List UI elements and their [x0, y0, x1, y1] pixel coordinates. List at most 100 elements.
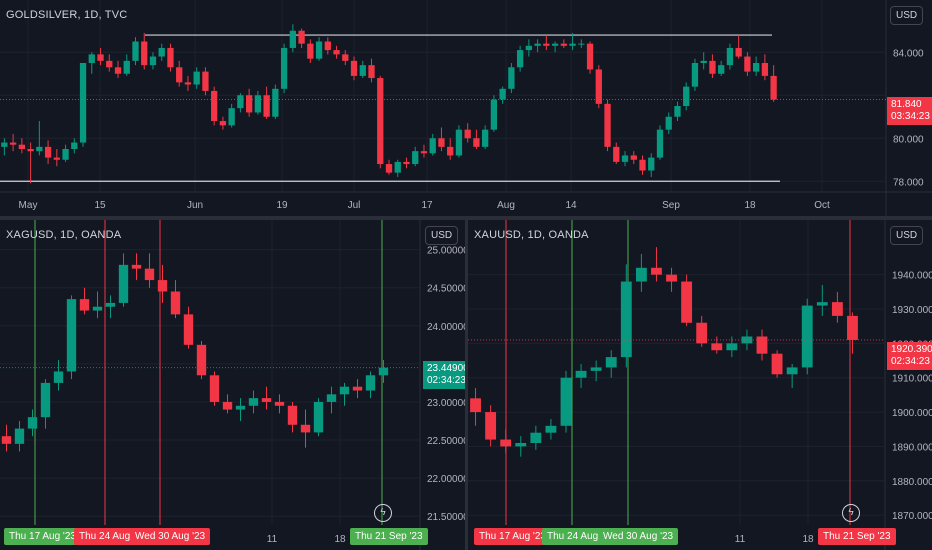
y-tick-label: 80.000 — [893, 134, 924, 145]
candle — [771, 353, 783, 375]
candle — [263, 95, 270, 117]
candle — [79, 63, 87, 143]
candle — [88, 54, 95, 63]
xagusd-plot[interactable]: 25.0000024.5000024.0000023.5000023.00000… — [0, 220, 465, 550]
candle — [711, 343, 723, 351]
x-tick-label: 17 — [421, 200, 433, 211]
pane-divider-vertical[interactable] — [465, 220, 468, 550]
candle — [280, 47, 288, 89]
candle — [770, 75, 777, 100]
candle — [412, 151, 419, 165]
xauusd-chart[interactable]: 1940.0001930.0001920.0001910.0001900.000… — [468, 220, 932, 550]
candle — [118, 264, 129, 303]
last-price-tag: 1920.390 02:34:23 — [887, 342, 932, 370]
x-tick-label: 19 — [276, 200, 288, 211]
candle — [831, 302, 843, 316]
candle — [170, 291, 181, 315]
candle — [53, 371, 64, 383]
candle — [298, 30, 305, 44]
candle — [569, 43, 576, 46]
candle — [92, 306, 103, 311]
candle — [245, 95, 253, 113]
candle — [209, 375, 220, 402]
candle — [44, 146, 52, 158]
candle — [696, 322, 708, 344]
candle — [801, 305, 813, 368]
candle — [683, 86, 690, 106]
y-tick-label: 1910.000 — [892, 374, 932, 385]
candle — [365, 375, 376, 391]
lightning-icon[interactable]: ϟ — [842, 504, 860, 522]
candle — [196, 344, 207, 376]
candle — [228, 108, 235, 126]
x-tick-label: 15 — [94, 200, 106, 211]
currency-button[interactable]: USD — [890, 6, 924, 25]
candle — [350, 60, 358, 76]
y-tick-label: 1890.000 — [892, 442, 932, 453]
candle — [464, 129, 471, 139]
candle — [132, 41, 139, 61]
candle — [516, 50, 524, 68]
candle — [202, 71, 209, 91]
candle — [473, 138, 480, 147]
candle — [575, 370, 587, 378]
xauusd-plot[interactable]: 1940.0001930.0001920.0001910.0001900.000… — [468, 220, 932, 550]
candle — [756, 336, 768, 354]
candle — [40, 382, 51, 418]
candle — [254, 95, 262, 113]
last-price: 23.44900 — [427, 363, 465, 374]
y-tick-label: 1880.000 — [892, 477, 932, 488]
goldsilver-chart[interactable]: 78.000 80.000 84.000 May 15 Jun 19 Jul 17 Aug 14 Se… — [0, 0, 932, 216]
symbol-label: XAGUSD, 1D, OANDA — [6, 229, 122, 241]
candle — [752, 63, 760, 72]
x-tick-label: 11 — [735, 534, 746, 545]
currency-button[interactable]: USD — [425, 226, 459, 245]
candle — [315, 41, 323, 59]
y-tick-label: 1900.000 — [892, 408, 932, 419]
candle — [274, 401, 285, 406]
x-tick-label: Sep — [662, 200, 680, 211]
x-tick-label: 18 — [334, 534, 346, 545]
lightning-icon[interactable]: ϟ — [374, 504, 392, 522]
candle — [222, 401, 233, 410]
date-flag: Thu 17 Aug '23 — [474, 528, 551, 545]
x-tick-label: 14 — [565, 200, 577, 211]
candle — [261, 398, 272, 402]
y-tick-label: 21.50000 — [427, 512, 465, 523]
candle — [586, 43, 594, 70]
last-price-tag: 81.840 03:34:23 — [887, 97, 932, 125]
x-tick-label: 18 — [744, 200, 756, 211]
candle — [368, 65, 375, 79]
candle — [193, 71, 200, 85]
pane-divider-horizontal[interactable] — [0, 216, 932, 220]
candle — [66, 299, 77, 372]
candle — [53, 157, 60, 160]
candle — [157, 280, 168, 292]
candle — [438, 138, 445, 147]
candle — [18, 144, 26, 149]
y-tick-label: 78.000 — [893, 177, 924, 188]
countdown: 03:34:23 — [891, 111, 930, 122]
candle — [651, 267, 662, 275]
candle — [744, 56, 751, 72]
candle — [235, 405, 246, 410]
candle — [605, 357, 617, 368]
candle — [237, 95, 244, 109]
y-tick-label: 1930.000 — [892, 305, 932, 316]
last-price-tag: 23.44900 02:34:23 — [423, 361, 465, 389]
candle — [211, 90, 218, 122]
candle — [816, 302, 828, 306]
xagusd-chart[interactable]: 25.0000024.5000024.0000023.5000023.00000… — [0, 220, 465, 550]
y-tick-label: 25.00000 — [427, 246, 465, 257]
candle — [377, 78, 384, 165]
candle — [595, 69, 602, 104]
x-tick-label: Jul — [348, 200, 361, 211]
date-flag: Thu 21 Sep '23 — [818, 528, 896, 545]
goldsilver-plot[interactable]: 78.000 80.000 84.000 May 15 Jun 19 Jul 17 Aug 14 Se… — [0, 0, 932, 216]
candle — [648, 157, 655, 171]
candle — [105, 302, 116, 307]
currency-button[interactable]: USD — [890, 226, 924, 245]
candle — [352, 386, 363, 391]
candle — [144, 268, 155, 281]
y-tick-label: 22.50000 — [427, 436, 465, 447]
